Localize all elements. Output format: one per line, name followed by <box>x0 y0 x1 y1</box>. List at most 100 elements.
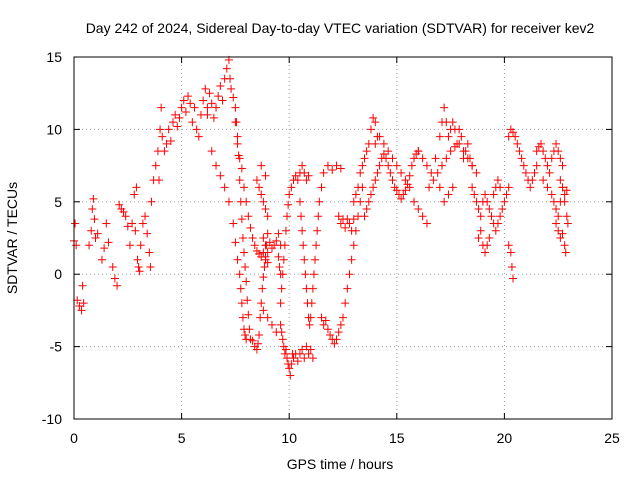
data-point <box>259 234 268 242</box>
data-point <box>168 118 177 127</box>
data-point <box>474 205 483 214</box>
data-point <box>496 183 505 192</box>
data-point <box>237 299 246 308</box>
data-point <box>530 168 539 177</box>
data-point <box>554 226 563 235</box>
data-point <box>104 238 113 247</box>
data-point <box>231 103 240 112</box>
data-point <box>545 168 554 177</box>
data-point <box>146 262 155 271</box>
data-point <box>392 161 401 170</box>
data-point <box>521 168 530 177</box>
data-point <box>379 139 388 148</box>
data-point <box>362 147 371 156</box>
data-point <box>312 241 321 250</box>
data-point <box>418 212 427 221</box>
data-point <box>487 212 496 221</box>
data-point <box>401 176 410 185</box>
data-point <box>470 190 479 199</box>
data-point <box>306 313 315 322</box>
data-point <box>216 81 225 90</box>
data-point <box>209 113 218 122</box>
data-point <box>295 197 304 206</box>
data-point <box>220 183 229 192</box>
data-point <box>313 226 322 235</box>
data-point <box>371 118 380 127</box>
data-point <box>87 226 96 235</box>
data-point <box>509 128 518 137</box>
data-point <box>175 113 184 122</box>
data-point <box>498 205 507 214</box>
data-point <box>132 183 141 192</box>
data-point <box>489 190 498 199</box>
data-point <box>304 349 313 358</box>
data-point <box>433 168 442 177</box>
data-point <box>212 103 221 112</box>
grid <box>74 57 612 419</box>
data-point <box>151 161 160 170</box>
data-point <box>474 234 483 242</box>
data-point <box>375 132 384 141</box>
data-point <box>493 219 502 228</box>
x-tick-label: 10 <box>281 430 297 446</box>
data-point <box>141 212 150 221</box>
data-point <box>305 320 314 329</box>
data-point <box>560 190 569 199</box>
data-point <box>332 161 341 170</box>
data-point <box>496 212 505 221</box>
data-point <box>366 125 375 134</box>
data-point <box>425 183 434 192</box>
data-point <box>463 139 472 148</box>
y-tick-label: -10 <box>42 411 62 427</box>
data-point <box>113 281 122 290</box>
data-point <box>349 241 358 250</box>
data-point <box>125 241 134 250</box>
data-point <box>203 110 212 119</box>
data-point <box>255 331 264 340</box>
data-point <box>414 147 423 156</box>
data-point <box>243 296 252 305</box>
data-point <box>556 154 565 163</box>
data-point <box>181 108 190 117</box>
data-point <box>190 103 199 112</box>
data-point <box>255 183 264 192</box>
data-point <box>222 64 231 73</box>
data-point <box>506 248 515 257</box>
data-point <box>128 219 137 228</box>
data-point <box>330 339 339 348</box>
data-point <box>291 171 300 180</box>
data-point <box>399 190 408 199</box>
data-point <box>135 267 144 276</box>
data-point <box>136 241 145 250</box>
data-point <box>401 186 410 195</box>
data-point <box>483 241 492 250</box>
data-point <box>285 190 294 199</box>
data-point <box>201 84 210 93</box>
data-point <box>405 183 414 192</box>
data-point <box>298 345 307 354</box>
x-tick-label: 0 <box>70 430 78 446</box>
y-tick-label: 5 <box>54 194 62 210</box>
data-point <box>237 215 246 224</box>
data-point <box>437 161 446 170</box>
data-point <box>373 168 382 177</box>
data-point <box>281 345 290 354</box>
x-tick-labels: 0 5 10 15 20 25 <box>70 430 620 446</box>
data-point <box>543 161 552 170</box>
data-point <box>366 190 375 199</box>
data-point <box>476 212 485 221</box>
data-point <box>281 226 290 235</box>
data-point <box>97 255 106 264</box>
data-point <box>502 190 511 199</box>
data-point <box>301 270 310 279</box>
data-point <box>388 176 397 185</box>
data-point <box>155 176 164 185</box>
data-point <box>319 168 328 177</box>
data-point <box>379 150 388 159</box>
y-tick-label: 10 <box>46 121 62 137</box>
data-point <box>260 262 269 271</box>
data-point <box>561 248 570 257</box>
data-point <box>345 219 354 228</box>
data-point <box>339 313 347 322</box>
data-point <box>511 132 520 141</box>
